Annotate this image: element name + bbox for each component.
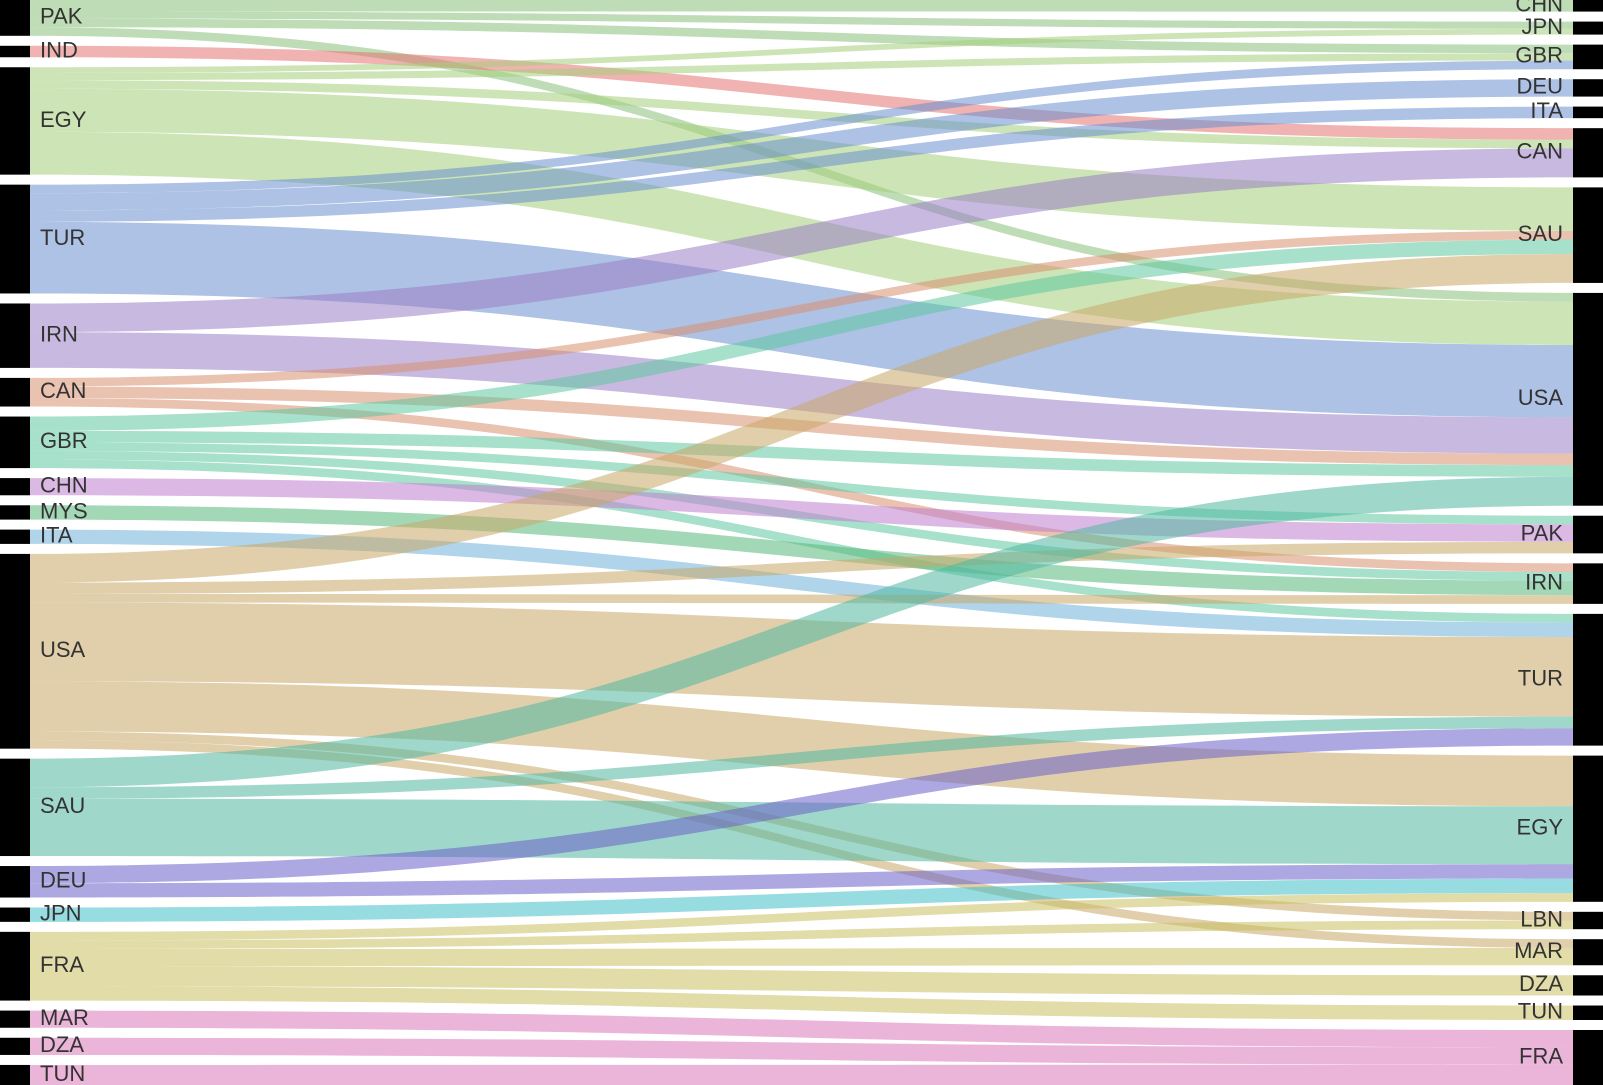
- sankey-links: [30, 0, 1573, 1085]
- sankey-node-label: LBN: [1520, 906, 1563, 931]
- sankey-node-label: JPN: [1521, 14, 1563, 39]
- sankey-node-label: TUN: [40, 1061, 85, 1085]
- sankey-node-label: MAR: [40, 1005, 89, 1030]
- sankey-node-left: [0, 1011, 30, 1028]
- sankey-node-label: SAU: [1518, 221, 1563, 246]
- sankey-node-label: DEU: [40, 868, 86, 893]
- sankey-node-left: [0, 530, 30, 544]
- sankey-node-label: GBR: [1515, 43, 1563, 68]
- sankey-node-label: IND: [40, 37, 78, 62]
- sankey-link: [30, 948, 1573, 966]
- sankey-node-label: TUR: [40, 225, 85, 250]
- sankey-node-label: ITA: [40, 523, 73, 548]
- sankey-node-right: [1573, 614, 1603, 746]
- sankey-node-right: [1573, 975, 1603, 995]
- sankey-node-left: [0, 417, 30, 469]
- sankey-node-label: JPN: [40, 901, 82, 926]
- sankey-node-label: DZA: [1519, 971, 1563, 996]
- sankey-node-right: [1573, 187, 1603, 283]
- sankey-node-label: TUR: [1518, 666, 1563, 691]
- sankey-node-left: [0, 505, 30, 519]
- sankey-node-label: EGY: [1517, 815, 1564, 840]
- sankey-node-label: PAK: [40, 4, 83, 29]
- sankey-node-label: EGY: [40, 107, 87, 132]
- sankey-node-label: SAU: [40, 793, 85, 818]
- sankey-node-label: IRN: [40, 322, 78, 347]
- sankey-node-right: [1573, 128, 1603, 177]
- sankey-node-right: [1573, 293, 1603, 506]
- sankey-node-label: USA: [1518, 385, 1564, 410]
- sankey-node-left: [0, 1038, 30, 1055]
- sankey-node-label: FRA: [40, 952, 84, 977]
- sankey-diagram: PAKINDEGYTURIRNCANGBRCHNMYSITAUSASAUDEUJ…: [0, 0, 1603, 1085]
- sankey-node-left: [0, 759, 30, 856]
- sankey-node-left: [0, 303, 30, 367]
- sankey-node-label: PAK: [1521, 520, 1564, 545]
- sankey-node-left: [0, 478, 30, 495]
- sankey-node-label: GBR: [40, 428, 88, 453]
- sankey-node-label: IRN: [1525, 569, 1563, 594]
- sankey-node-right: [1573, 1030, 1603, 1085]
- sankey-node-left: [0, 378, 30, 407]
- sankey-link: [30, 1065, 1573, 1085]
- sankey-node-label: CAN: [1517, 139, 1563, 164]
- sankey-node-label: CAN: [40, 378, 86, 403]
- sankey-node-left: [0, 932, 30, 1001]
- sankey-node-right: [1573, 79, 1603, 96]
- sankey-node-left: [0, 185, 30, 294]
- sankey-node-left: [0, 46, 30, 57]
- sankey-node-left: [0, 866, 30, 898]
- sankey-node-left: [0, 0, 30, 36]
- sankey-node-right: [1573, 516, 1603, 554]
- sankey-node-label: MAR: [1514, 938, 1563, 963]
- sankey-node-label: USA: [40, 637, 86, 662]
- sankey-node-left: [0, 1065, 30, 1085]
- sankey-node-left: [0, 67, 30, 174]
- sankey-node-right: [1573, 912, 1603, 929]
- sankey-node-right: [1573, 563, 1603, 604]
- sankey-node-label: DZA: [40, 1032, 84, 1057]
- sankey-node-label: ITA: [1530, 98, 1563, 123]
- sankey-node-right: [1573, 0, 1603, 12]
- sankey-node-right: [1573, 756, 1603, 902]
- sankey-node-label: CHN: [40, 473, 88, 498]
- sankey-node-right: [1573, 22, 1603, 35]
- sankey-node-label: MYS: [40, 498, 88, 523]
- sankey-node-left: [0, 554, 30, 749]
- sankey-node-label: TUN: [1518, 999, 1563, 1024]
- sankey-node-right: [1573, 939, 1603, 965]
- sankey-node-right: [1573, 1006, 1603, 1020]
- sankey-node-label: DEU: [1517, 74, 1563, 99]
- sankey-node-label: FRA: [1519, 1043, 1563, 1068]
- sankey-link: [30, 0, 1573, 12]
- sankey-link: [30, 594, 1573, 604]
- sankey-node-left: [0, 908, 30, 922]
- sankey-node-right: [1573, 45, 1603, 70]
- sankey-node-right: [1573, 107, 1603, 119]
